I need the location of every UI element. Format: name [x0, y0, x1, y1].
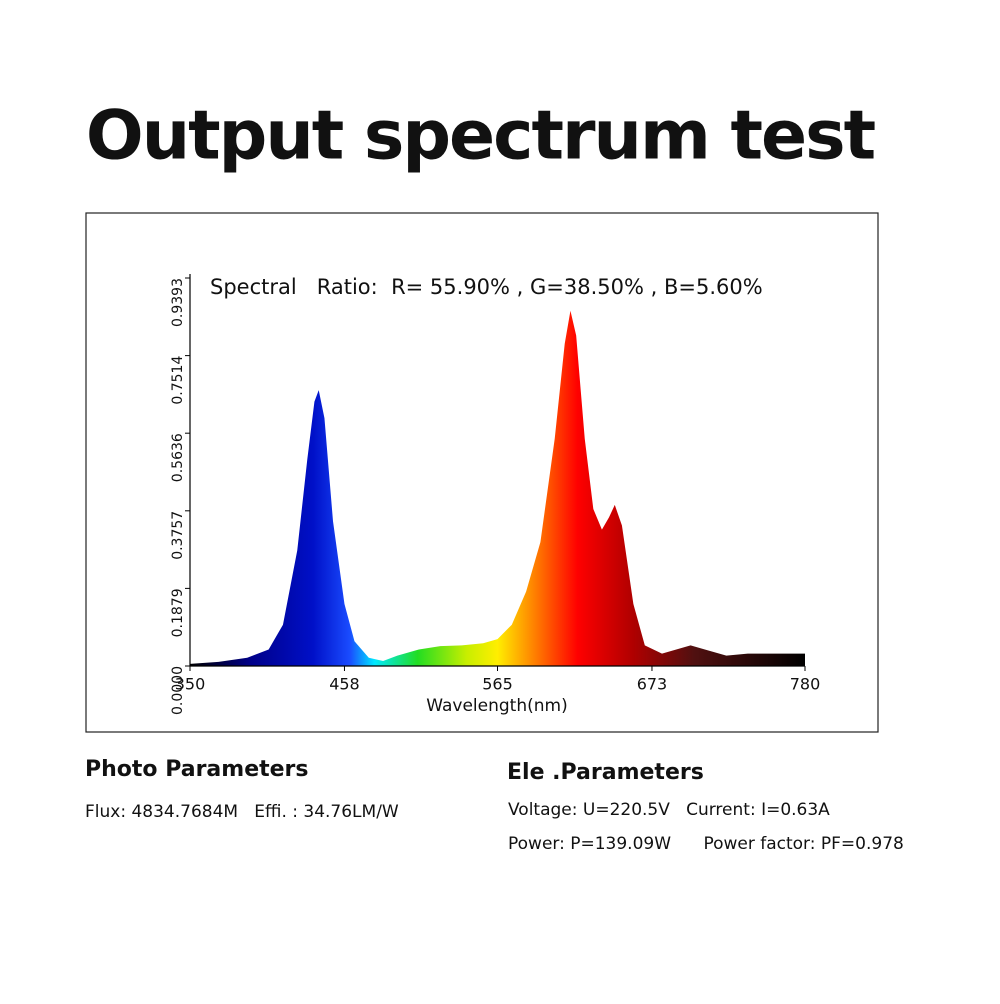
annotation: Spectral Ratio: R= 55.90% , G=38.50% , B… — [210, 275, 763, 299]
spectrum-area — [190, 310, 805, 666]
title: Output spectrum test — [86, 97, 875, 176]
y-tick-label: 0.1879 — [170, 588, 186, 637]
x-tick-label: 673 — [637, 675, 668, 694]
chart-frame — [85, 212, 879, 733]
x-tick-label: 565 — [482, 675, 513, 694]
y-tick-label: 0.3757 — [170, 511, 186, 560]
y-tick-label: 0.7514 — [170, 356, 186, 405]
x-tick-label: 458 — [329, 675, 360, 694]
y-tick-label: 0.5636 — [170, 433, 186, 482]
ele-line: Power: P=139.09W Power factor: PF=0.978 — [508, 834, 904, 854]
y-tick-label: 0.9393 — [170, 278, 186, 327]
photo-line: Flux: 4834.7684M Effi. : 34.76LM/W — [85, 802, 399, 822]
photo-heading: Photo Parameters — [85, 757, 309, 782]
x-tick-label: 350 — [175, 675, 206, 694]
ele-line: Voltage: U=220.5V Current: I=0.63A — [508, 800, 830, 820]
ele-heading: Ele .Parameters — [507, 760, 704, 785]
y-tick-label: 0.0000 — [170, 666, 186, 715]
x-axis-label: Wavelength(nm) — [426, 696, 567, 716]
x-tick-label: 780 — [790, 675, 821, 694]
